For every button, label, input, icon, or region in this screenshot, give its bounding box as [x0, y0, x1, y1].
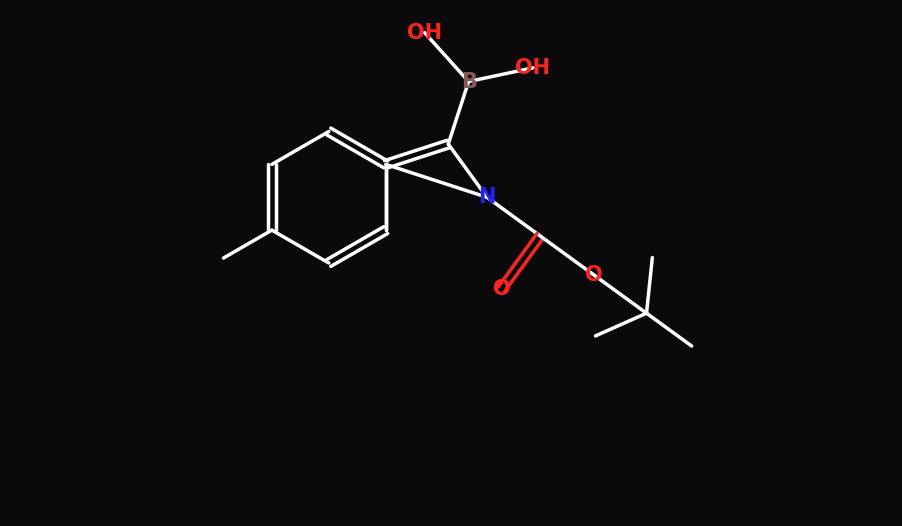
Text: OH: OH [515, 58, 550, 78]
Text: O: O [584, 265, 602, 285]
Text: N: N [478, 187, 495, 207]
Text: OH: OH [407, 23, 442, 43]
Text: O: O [492, 279, 510, 299]
Text: B: B [460, 72, 476, 92]
